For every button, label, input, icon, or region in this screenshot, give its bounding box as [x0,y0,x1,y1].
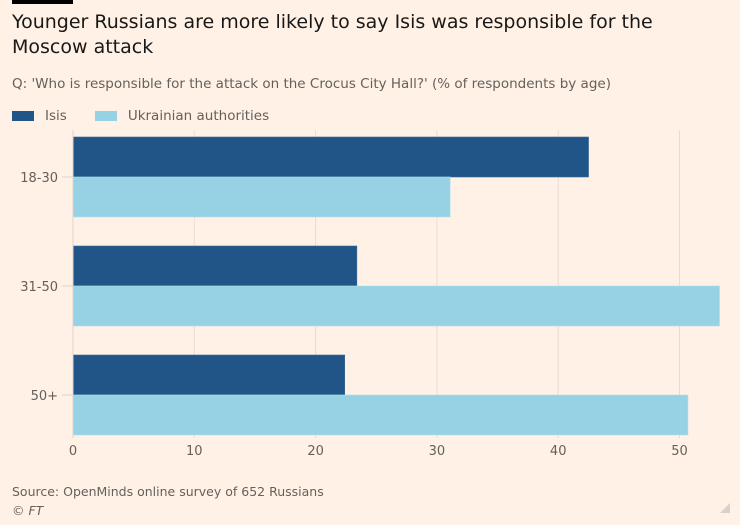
bar-isis-31-50 [72,245,358,287]
legend-item-ukrainian-authorities: Ukrainian authorities [94,108,270,124]
legend-swatch-isis [12,111,34,121]
y-tick-label: 50+ [31,389,58,404]
x-tick-label: 50 [671,444,688,459]
x-tick-label: 0 [69,444,77,459]
legend-item-isis: Isis [12,108,67,124]
resize-handle-icon[interactable] [720,503,730,513]
bar-isis-50+ [72,354,346,396]
y-tick-label: 31-50 [20,280,58,295]
legend-swatch-ukrainian-authorities [94,111,117,121]
bar-ukrainian-authorities-31-50 [72,285,720,327]
x-tick-label: 20 [307,444,324,459]
legend-label-isis: Isis [45,108,67,124]
x-tick-label: 10 [186,444,203,459]
legend: Isis Ukrainian authorities [12,108,297,124]
x-tick-label: 30 [429,444,446,459]
copyright-note: © FT [12,503,44,518]
chart-title: Younger Russians are more likely to say … [12,11,653,58]
footer: Source: OpenMinds online survey of 652 R… [12,482,324,520]
legend-label-ukrainian-authorities: Ukrainian authorities [127,108,270,124]
bar-ukrainian-authorities-50+ [72,394,689,436]
y-tick-label: 18-30 [20,171,58,186]
chart-subtitle: Q: 'Who is responsible for the attack on… [12,76,611,92]
x-tick-label: 40 [550,444,567,459]
bar-isis-18-30 [72,136,589,178]
bar-ukrainian-authorities-18-30 [72,176,451,218]
ft-brand-bar [12,0,73,4]
source-note: Source: OpenMinds online survey of 652 R… [12,484,324,499]
